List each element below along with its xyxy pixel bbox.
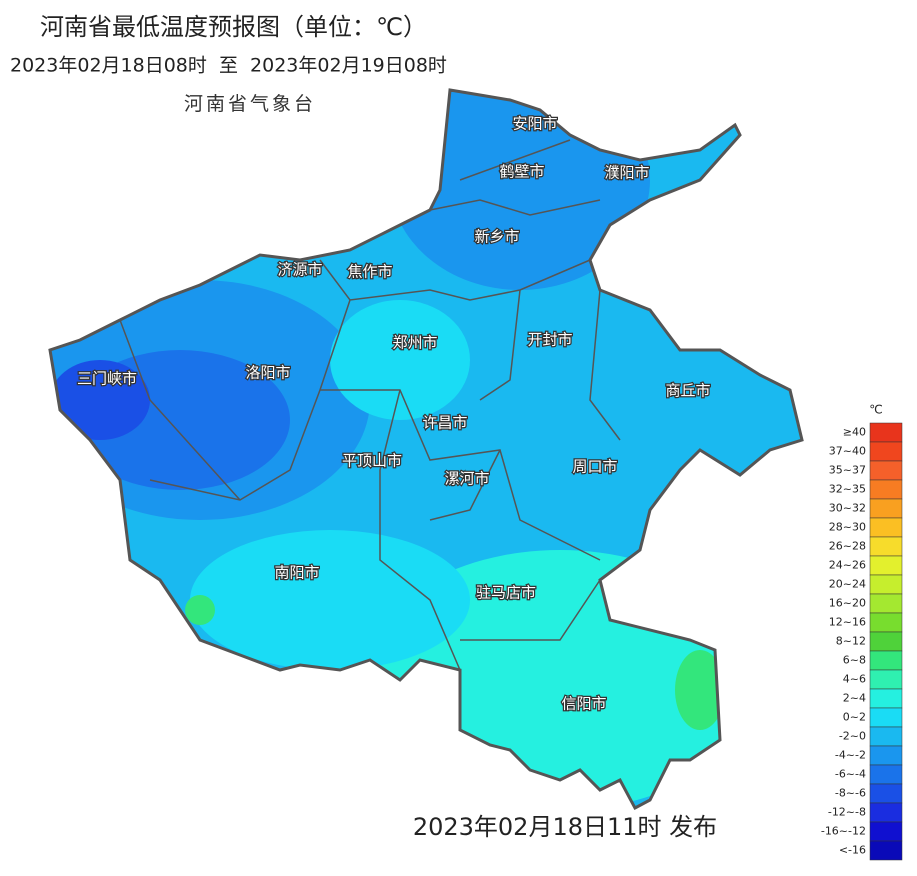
legend-swatch <box>869 498 903 519</box>
city-label: 鹤壁市 <box>499 163 544 181</box>
legend-label: 28~30 <box>829 521 866 534</box>
city-label: 洛阳市 <box>245 364 290 382</box>
city-label: 三门峡市 <box>77 370 137 388</box>
legend-label: 8~12 <box>836 635 866 648</box>
legend-label: -8~-6 <box>835 787 866 800</box>
legend-swatch <box>869 745 903 766</box>
legend-swatch <box>869 631 903 652</box>
legend-unit: ℃ <box>869 403 882 417</box>
legend-label: -6~-4 <box>835 768 866 781</box>
city-label: 开封市 <box>527 331 572 349</box>
city-label: 驻马店市 <box>476 584 536 602</box>
city-label: 商丘市 <box>665 382 710 400</box>
legend-swatch <box>869 688 903 709</box>
legend-swatch <box>869 536 903 557</box>
legend-label: 26~28 <box>829 540 866 553</box>
legend-label: 37~40 <box>829 445 866 458</box>
city-label: 焦作市 <box>347 263 392 281</box>
legend-label: ≥40 <box>843 426 866 439</box>
legend-label: -4~-2 <box>835 749 866 762</box>
city-label: 济源市 <box>277 261 322 279</box>
title: 河南省最低温度预报图（单位：℃） <box>40 13 427 41</box>
legend-label: 2~4 <box>843 692 866 705</box>
legend-swatch <box>869 802 903 823</box>
legend-label: 4~6 <box>843 673 866 686</box>
city-label: 信阳市 <box>561 695 606 713</box>
legend-label: 20~24 <box>829 578 866 591</box>
legend-swatch <box>869 650 903 671</box>
legend-swatch <box>869 840 903 861</box>
legend-swatch <box>869 764 903 785</box>
issue-time: 2023年02月18日11时 发布 <box>413 813 717 841</box>
legend-swatch <box>869 460 903 481</box>
city-label: 南阳市 <box>274 564 319 582</box>
city-boundaries <box>119 139 621 671</box>
legend-swatch <box>869 612 903 633</box>
legend-label: 30~32 <box>829 502 866 515</box>
legend-label: -12~-8 <box>828 806 866 819</box>
legend-label: 24~26 <box>829 559 866 572</box>
legend-swatch <box>869 555 903 576</box>
legend-swatch <box>869 783 903 804</box>
legend-label: 35~37 <box>829 464 866 477</box>
legend-swatch <box>869 441 903 462</box>
city-label: 安阳市 <box>512 115 557 133</box>
city-label: 许昌市 <box>422 414 467 432</box>
legend-label: 12~16 <box>829 616 866 629</box>
legend-swatch <box>869 479 903 500</box>
legend-label: 0~2 <box>843 711 866 724</box>
legend-swatch <box>869 821 903 842</box>
agency: 河南省气象台 <box>184 93 316 115</box>
legend-swatch <box>869 574 903 595</box>
legend-label: -16~-12 <box>821 825 866 838</box>
legend-label: 32~35 <box>829 483 866 496</box>
city-label: 濮阳市 <box>604 164 649 182</box>
city-label: 周口市 <box>572 458 617 476</box>
legend-label: 16~20 <box>829 597 866 610</box>
legend-swatch <box>869 593 903 614</box>
legend-label: -2~0 <box>839 730 866 743</box>
legend-label: <-16 <box>839 844 866 857</box>
legend-swatch <box>869 422 903 443</box>
legend-swatch <box>869 669 903 690</box>
legend-label: 6~8 <box>843 654 866 667</box>
period: 2023年02月18日08时 至 2023年02月19日08时 <box>10 55 447 77</box>
city-label: 平顶山市 <box>342 452 402 470</box>
legend-swatch <box>869 707 903 728</box>
city-label: 郑州市 <box>392 334 437 352</box>
city-label: 漯河市 <box>444 470 489 488</box>
legend-swatch <box>869 517 903 538</box>
city-label: 新乡市 <box>474 228 519 246</box>
legend-swatch <box>869 726 903 747</box>
